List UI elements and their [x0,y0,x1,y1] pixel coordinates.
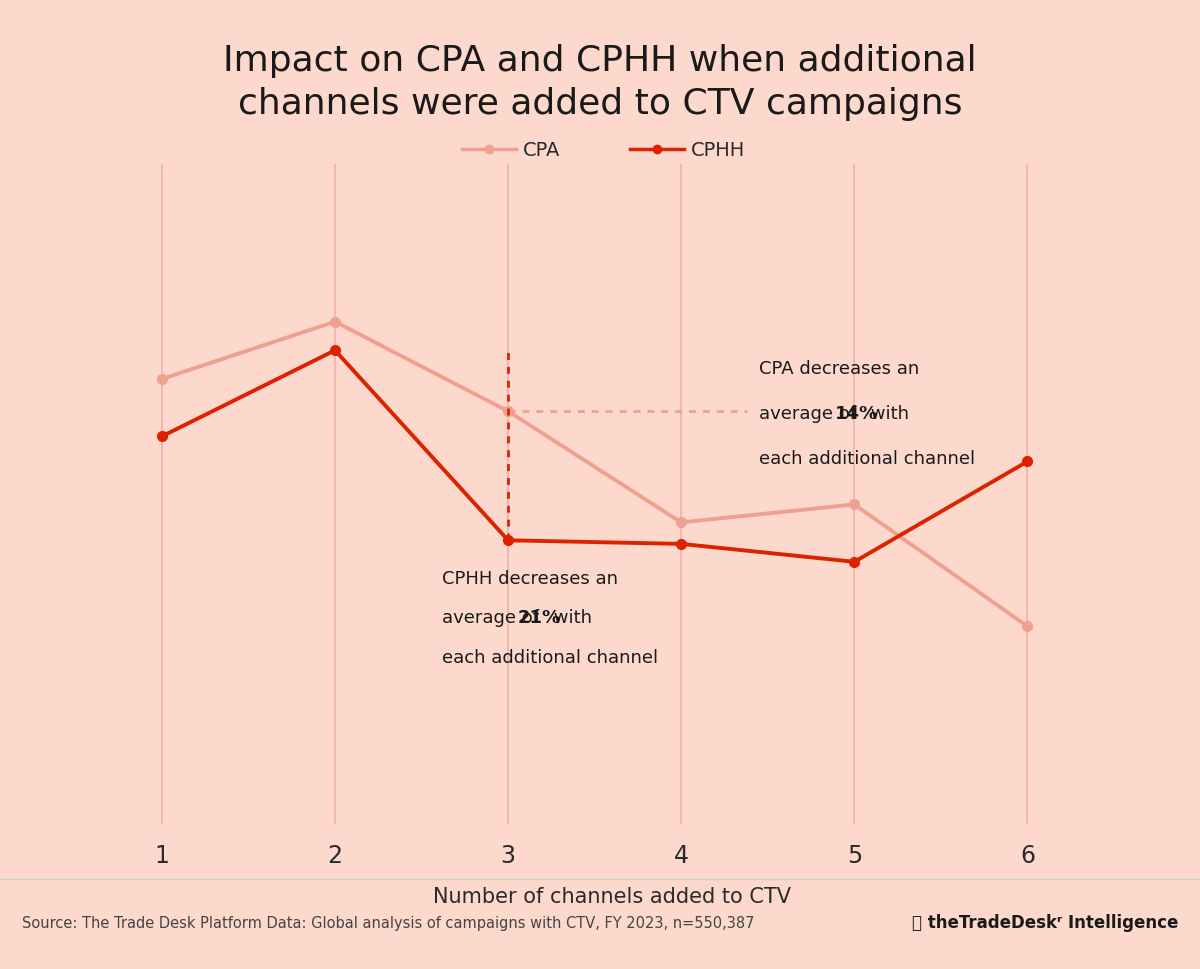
Text: with: with [548,609,592,627]
Text: 14%: 14% [834,404,877,422]
X-axis label: Number of channels added to CTV: Number of channels added to CTV [433,887,791,906]
Text: CPA: CPA [523,141,560,160]
Text: 21%: 21% [517,609,560,627]
Text: Source: The Trade Desk Platform Data: Global analysis of campaigns with CTV, FY : Source: The Trade Desk Platform Data: Gl… [22,915,754,929]
Text: Impact on CPA and CPHH when additional
channels were added to CTV campaigns: Impact on CPA and CPHH when additional c… [223,44,977,121]
Text: ⓘ theTradeDeskʳ Intelligence: ⓘ theTradeDeskʳ Intelligence [912,913,1178,931]
Text: CPHH decreases an: CPHH decreases an [443,570,618,587]
Text: CPA decreases an: CPA decreases an [760,359,919,378]
Text: each additional channel: each additional channel [760,449,976,467]
Text: CPHH: CPHH [691,141,745,160]
Text: with: with [865,404,908,422]
Text: each additional channel: each additional channel [443,648,659,666]
Text: average of: average of [760,404,862,422]
Text: average of: average of [443,609,545,627]
